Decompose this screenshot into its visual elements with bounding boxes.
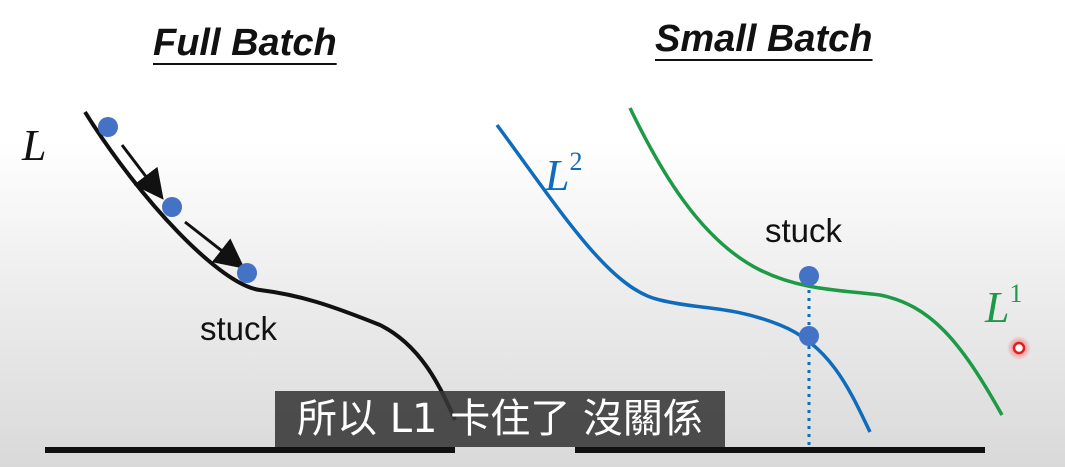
full-batch-title: Full Batch <box>153 22 337 64</box>
full-batch-loss-curve <box>83 110 457 421</box>
ball-on-l2 <box>799 326 819 346</box>
small-batch-title: Small Batch <box>655 18 873 60</box>
ball-stuck-l1 <box>799 266 819 286</box>
left-loss-label: L <box>21 121 46 170</box>
cursor-dot <box>1012 341 1026 355</box>
l1-label: L1 <box>984 279 1022 332</box>
ball-mid <box>162 197 182 217</box>
video-subtitle: 所以 L1 卡住了 沒關係 <box>275 391 725 447</box>
ball-stuck-left <box>237 263 257 283</box>
stuck-label-right: stuck <box>765 212 843 249</box>
l2-label: L2 <box>544 147 582 200</box>
descent-arrow-1 <box>120 144 164 200</box>
descent-arrow-2 <box>184 220 245 269</box>
l2-loss-curve <box>495 123 872 433</box>
stuck-label-left: stuck <box>200 310 278 347</box>
l1-loss-curve <box>628 107 1004 416</box>
ball-start <box>98 117 118 137</box>
